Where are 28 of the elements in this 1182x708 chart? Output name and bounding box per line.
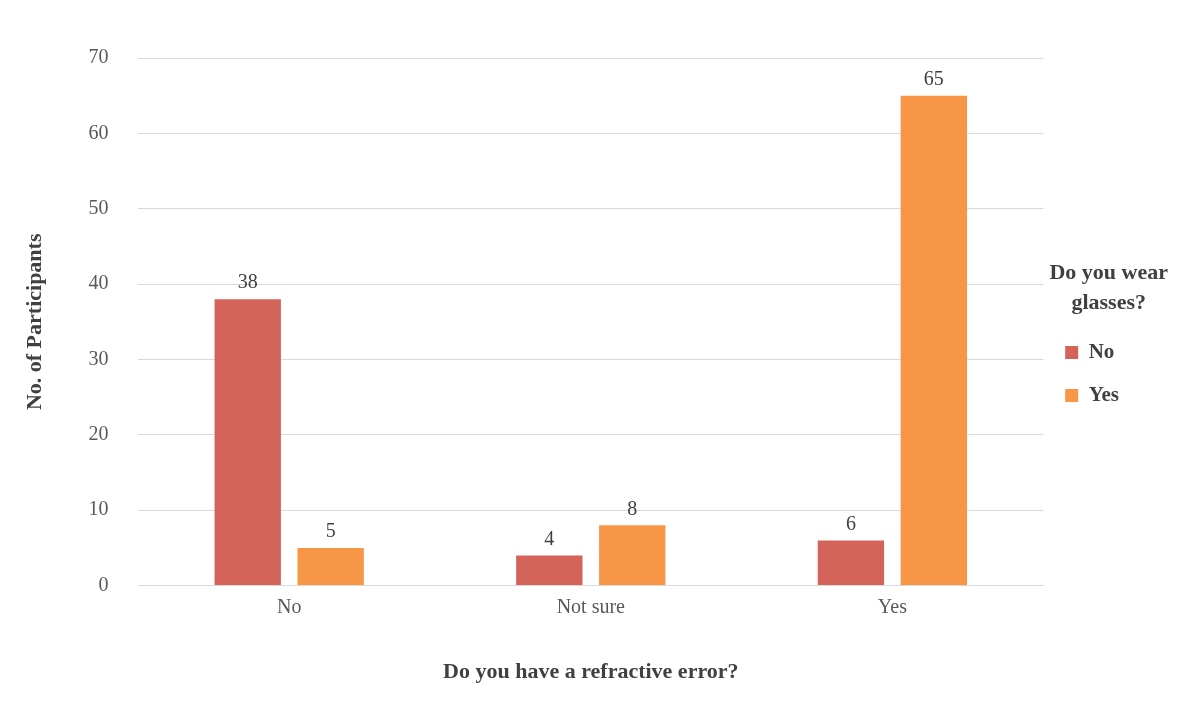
y-tick-label: 10 xyxy=(88,497,109,520)
data-label: 65 xyxy=(923,66,944,89)
y-tick-label: 20 xyxy=(88,422,109,445)
data-label: 38 xyxy=(237,270,258,293)
bar xyxy=(214,299,281,586)
legend-label: Yes xyxy=(1088,381,1120,406)
y-tick-label: 60 xyxy=(88,120,109,143)
y-tick-label: 30 xyxy=(88,346,109,369)
bar xyxy=(599,525,666,586)
legend-title: Do you wear glasses? xyxy=(1049,258,1169,314)
legend-label: No xyxy=(1088,338,1115,363)
x-axis-title: Do you have a refractive error? xyxy=(443,658,739,684)
y-tick-label: 0 xyxy=(98,572,109,595)
bar xyxy=(516,555,583,586)
bar xyxy=(900,95,968,586)
data-label: 6 xyxy=(845,511,856,534)
x-tick-label: Not sure xyxy=(556,594,626,617)
x-tick-label: Yes xyxy=(877,594,908,617)
bar xyxy=(817,540,885,586)
data-label: 5 xyxy=(325,519,336,542)
y-tick-label: 70 xyxy=(88,45,109,68)
y-tick-label: 40 xyxy=(88,271,109,294)
data-label: 8 xyxy=(627,496,638,519)
data-label: 4 xyxy=(544,526,555,549)
y-axis-title: No. of Participants xyxy=(20,233,46,411)
x-tick-label: No xyxy=(276,594,302,617)
y-tick-label: 50 xyxy=(88,195,109,218)
bar xyxy=(297,547,364,586)
